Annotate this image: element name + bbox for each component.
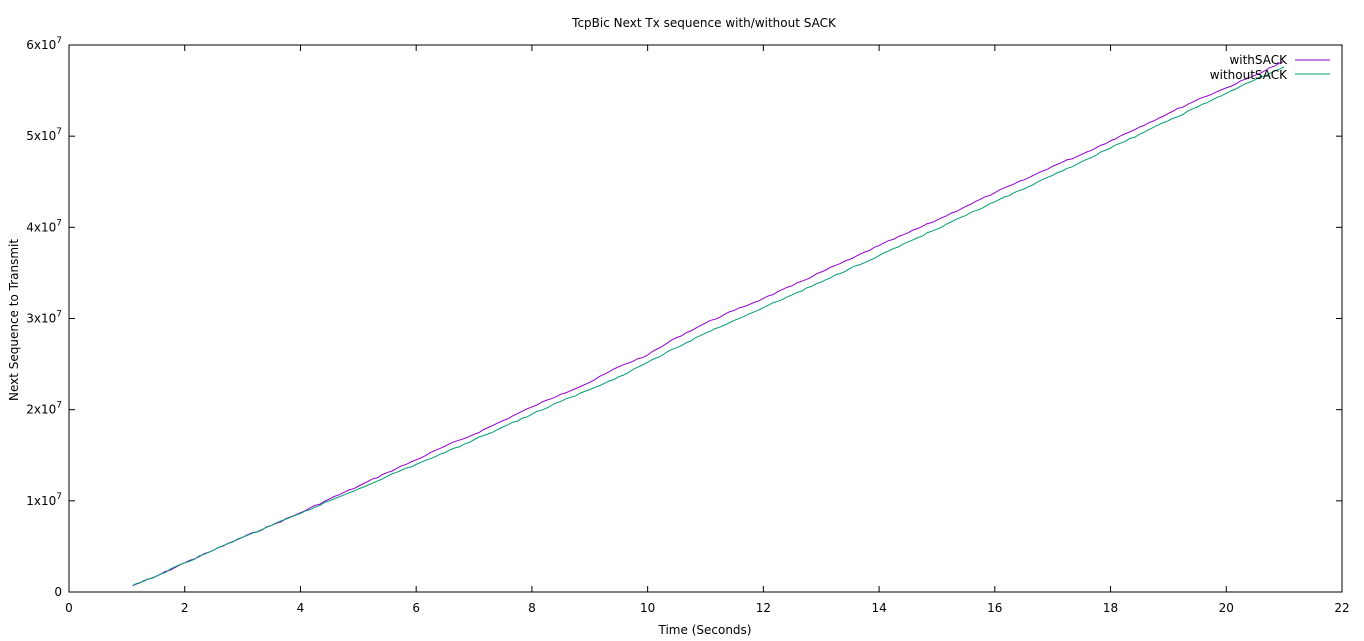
- y-tick-label: 2x107: [26, 401, 62, 417]
- series-layer: [132, 60, 1285, 587]
- legend-label-withsack: withSACK: [1229, 53, 1288, 67]
- x-tick-label: 22: [1334, 601, 1349, 615]
- x-tick-label: 12: [756, 601, 771, 615]
- y-tick-mantissa: 6x10: [26, 38, 56, 52]
- x-tick-label: 6: [412, 601, 420, 615]
- series-line-withsack: [132, 60, 1285, 587]
- y-tick-mantissa: 5x10: [26, 129, 56, 143]
- chart-title: TcpBic Next Tx sequence with/without SAC…: [571, 16, 837, 30]
- y-tick-exponent: 7: [56, 401, 62, 411]
- y-tick-label: 5x107: [26, 127, 62, 143]
- x-axis-label: Time (Seconds): [658, 623, 752, 637]
- x-tick-label: 16: [987, 601, 1002, 615]
- y-tick-label: 6x107: [26, 36, 62, 52]
- y-tick-exponent: 7: [56, 310, 62, 320]
- legend-label-withoutsack: withoutSACK: [1210, 68, 1288, 82]
- y-tick-mantissa: 3x10: [26, 312, 56, 326]
- x-tick-label: 10: [640, 601, 655, 615]
- legend: withSACK withoutSACK: [1210, 53, 1330, 82]
- y-axis-label: Next Sequence to Transmit: [7, 239, 21, 401]
- y-tick-mantissa: 1x10: [26, 494, 56, 508]
- y-tick-exponent: 7: [56, 36, 62, 46]
- y-tick-exponent: 7: [56, 492, 62, 502]
- y-tick-label: 0: [54, 585, 62, 599]
- x-tick-label: 18: [1103, 601, 1118, 615]
- x-tick-label: 4: [297, 601, 305, 615]
- plot-border: [68, 44, 1343, 593]
- x-tick-label: 0: [65, 601, 73, 615]
- y-tick-exponent: 7: [56, 218, 62, 228]
- x-tick-label: 14: [871, 601, 886, 615]
- x-tick-label: 20: [1219, 601, 1234, 615]
- y-tick-label: 1x107: [26, 492, 62, 508]
- x-tick-label: 8: [528, 601, 536, 615]
- y-tick-mantissa: 0: [54, 585, 62, 599]
- y-tick-exponent: 7: [56, 127, 62, 137]
- y-tick-mantissa: 2x10: [26, 403, 56, 417]
- series-line-withoutsack: [132, 66, 1285, 587]
- x-tick-label: 2: [181, 601, 189, 615]
- y-tick-label: 4x107: [26, 218, 62, 234]
- x-axis: 0 2 4 6 8 10 12 14 16 18 20 22: [65, 45, 1350, 615]
- y-tick-label: 3x107: [26, 310, 62, 326]
- y-tick-mantissa: 4x10: [26, 220, 56, 234]
